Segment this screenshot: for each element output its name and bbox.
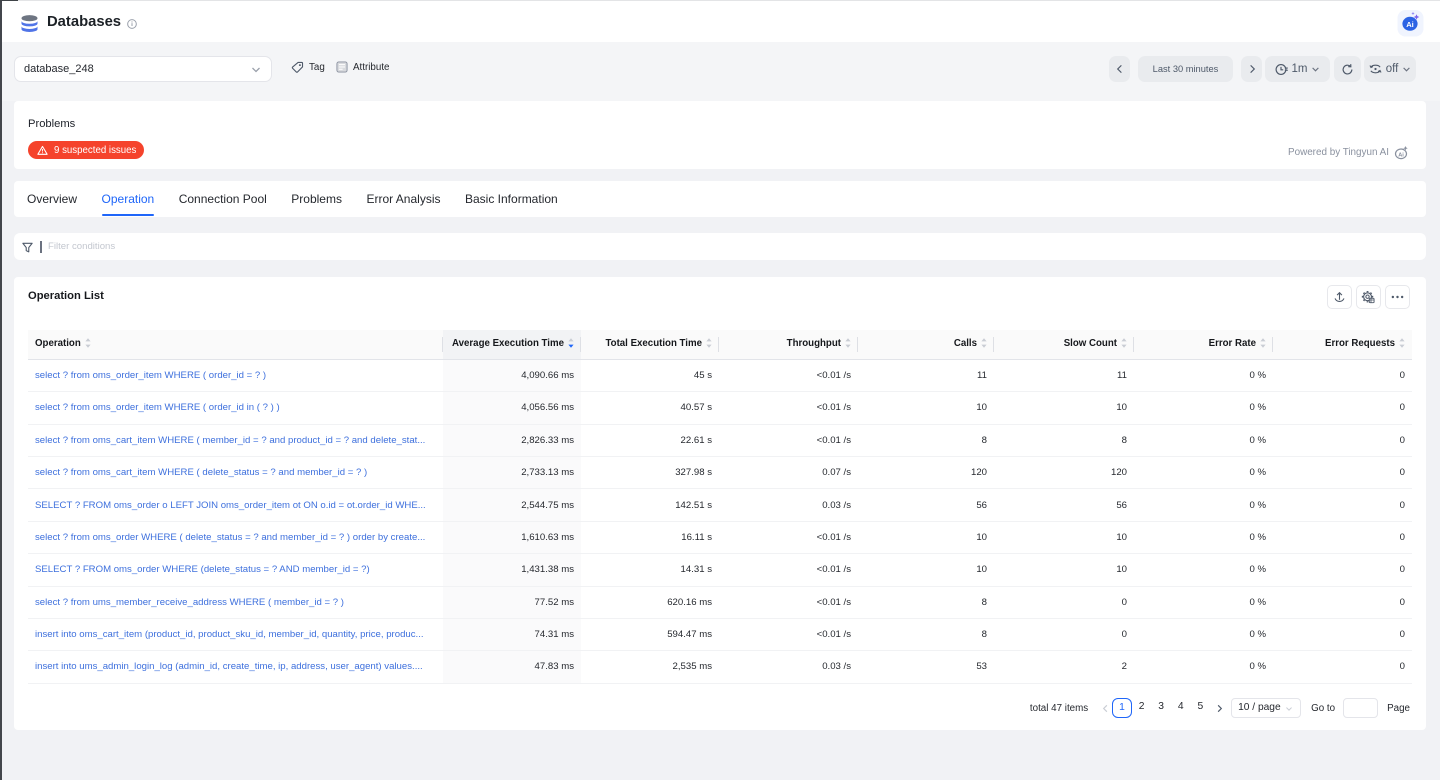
svg-text:Ai: Ai <box>1406 20 1414 29</box>
svg-text:Ai: Ai <box>1398 153 1404 159</box>
